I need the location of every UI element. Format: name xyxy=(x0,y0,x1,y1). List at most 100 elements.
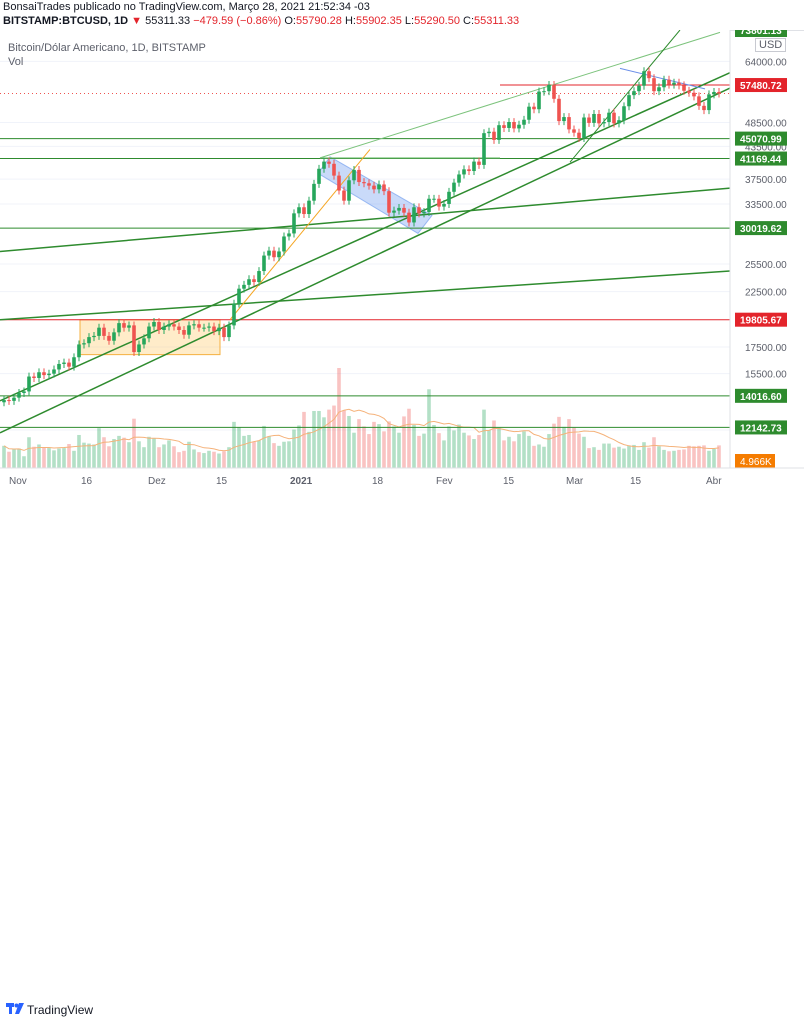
candle-body xyxy=(337,175,341,191)
close-label: C: xyxy=(463,15,475,27)
price-tick-label: 37500.00 xyxy=(745,175,787,186)
candle-body xyxy=(422,211,426,214)
candle-body xyxy=(167,324,171,327)
candle-body xyxy=(237,288,241,304)
candle-body xyxy=(342,190,346,201)
volume-bar xyxy=(257,440,261,468)
candle-body xyxy=(282,236,286,252)
candle-body xyxy=(272,250,276,258)
footer: TradingView xyxy=(0,500,804,1017)
time-tick-label: Fev xyxy=(436,476,453,487)
volume-bar xyxy=(387,421,391,468)
time-tick-label: Abr xyxy=(706,476,722,487)
candle-body xyxy=(72,357,76,367)
volume-bar xyxy=(627,445,631,468)
volume-bar xyxy=(657,446,661,468)
volume-bar xyxy=(547,434,551,468)
volume-bar xyxy=(367,434,371,468)
volume-bar xyxy=(372,421,376,468)
trendline-shallow-upper xyxy=(0,187,731,253)
candle-body xyxy=(227,325,231,338)
currency-badge[interactable]: USD xyxy=(755,38,787,52)
candle-body xyxy=(287,233,291,237)
candle-body xyxy=(117,323,121,333)
volume-bar xyxy=(682,449,686,468)
candle-body xyxy=(132,325,136,353)
candle-body xyxy=(257,271,261,283)
volume-bar xyxy=(317,410,321,468)
trendline-upper-channel xyxy=(0,71,731,402)
volume-bar xyxy=(207,450,211,468)
volume-bar xyxy=(292,429,296,468)
candle-body xyxy=(467,169,471,172)
candle-body xyxy=(267,250,271,256)
volume-bar xyxy=(162,444,166,468)
candle-body xyxy=(632,91,636,96)
volume-bar xyxy=(582,436,586,468)
price-chart[interactable]: 64000.00 48500.00 43500.00 37500.00 33500.00… xyxy=(0,30,804,500)
candle-body xyxy=(292,213,296,234)
volume-bar xyxy=(492,420,496,468)
volume-bar xyxy=(227,447,231,468)
candle-body xyxy=(457,174,461,183)
volume-bar xyxy=(527,435,531,468)
candle-body xyxy=(2,400,6,403)
volume-bar xyxy=(397,432,401,468)
publisher-line: BonsaiTrades publicado no TradingView.co… xyxy=(3,1,370,13)
candle-body xyxy=(687,90,691,93)
volume-bar xyxy=(702,445,706,468)
candle-body xyxy=(412,207,416,223)
candle-body xyxy=(522,119,526,125)
candle-body xyxy=(232,303,236,326)
volume-bar xyxy=(137,441,141,468)
candle-body xyxy=(327,161,331,164)
candle-body xyxy=(202,327,206,329)
volume-bar xyxy=(612,447,616,468)
volume-bar xyxy=(52,450,56,468)
volume-bar xyxy=(497,427,501,468)
candle-body xyxy=(207,326,211,328)
time-tick-label: Dez xyxy=(148,476,166,487)
level-label: 45070.99 xyxy=(740,135,782,146)
tradingview-logo-icon xyxy=(6,1003,24,1014)
candle-body xyxy=(627,95,631,107)
volume-bar xyxy=(17,448,21,468)
volume-bar xyxy=(377,424,381,468)
candle-body xyxy=(507,121,511,128)
candle-body xyxy=(662,79,666,88)
volume-bar xyxy=(432,425,436,468)
volume-bar xyxy=(592,447,596,468)
volume-bar xyxy=(422,433,426,468)
candle-body xyxy=(667,79,671,85)
candle-body xyxy=(617,120,621,124)
volume-bar xyxy=(157,447,161,468)
volume-bar xyxy=(62,448,66,468)
candle-body xyxy=(692,92,696,97)
volume-bar xyxy=(667,451,671,468)
volume-bar xyxy=(512,441,516,468)
level-tag xyxy=(735,388,787,403)
candle-body xyxy=(487,131,491,134)
volume-bar xyxy=(532,445,536,468)
volume-bar xyxy=(452,430,456,468)
candle-body xyxy=(697,96,701,106)
volume-bar xyxy=(637,449,641,468)
volume-bar xyxy=(502,440,506,468)
volume-bar xyxy=(92,444,96,468)
volume-value-tag xyxy=(735,454,775,468)
candle-body xyxy=(67,362,71,367)
candle-body xyxy=(32,376,36,378)
candle-body xyxy=(212,326,216,332)
trendline-shallow-lower xyxy=(0,270,731,321)
volume-bar xyxy=(232,421,236,468)
volume-bar xyxy=(472,439,476,468)
candle-body xyxy=(112,332,116,341)
volume-bar xyxy=(622,448,626,468)
candle-body xyxy=(137,344,141,353)
volume-bar xyxy=(12,449,16,468)
candle-body xyxy=(582,117,586,138)
candle-body xyxy=(12,397,16,401)
level-label: 41169.44 xyxy=(740,155,782,166)
high-label: H: xyxy=(344,15,356,27)
volume-bar xyxy=(517,434,521,468)
